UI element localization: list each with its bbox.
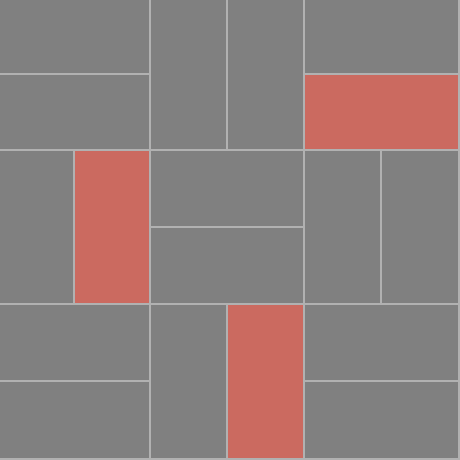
tile-r3c3-horizontal-top[interactable] bbox=[305, 305, 458, 380]
tile-r3c2-vertical-left[interactable] bbox=[151, 305, 226, 458]
tile-r3c1-horizontal-top[interactable] bbox=[0, 305, 149, 380]
tile-r3c2-vertical-right[interactable] bbox=[228, 305, 303, 458]
tile-r1c2-vertical-left[interactable] bbox=[151, 0, 226, 149]
tile-r1c2-vertical-right[interactable] bbox=[228, 0, 303, 149]
tile-r3c3-horizontal-bottom[interactable] bbox=[305, 382, 458, 458]
tile-r3c1-horizontal-bottom[interactable] bbox=[0, 382, 149, 458]
tile-r2c1-vertical-right[interactable] bbox=[75, 151, 149, 303]
tile-r1c1-horizontal-top[interactable] bbox=[0, 0, 149, 73]
tile-r1c3-horizontal-top[interactable] bbox=[305, 0, 458, 73]
tile-r1c3-horizontal-bottom[interactable] bbox=[305, 75, 458, 149]
tile-r1c1-horizontal-bottom[interactable] bbox=[0, 75, 149, 149]
tile-r2c2-horizontal-top[interactable] bbox=[151, 151, 303, 226]
tile-r2c2-horizontal-bottom[interactable] bbox=[151, 228, 303, 303]
tile-r2c3-vertical-right[interactable] bbox=[382, 151, 458, 303]
tile-r2c3-vertical-left[interactable] bbox=[305, 151, 380, 303]
tile-r2c1-vertical-left[interactable] bbox=[0, 151, 73, 303]
